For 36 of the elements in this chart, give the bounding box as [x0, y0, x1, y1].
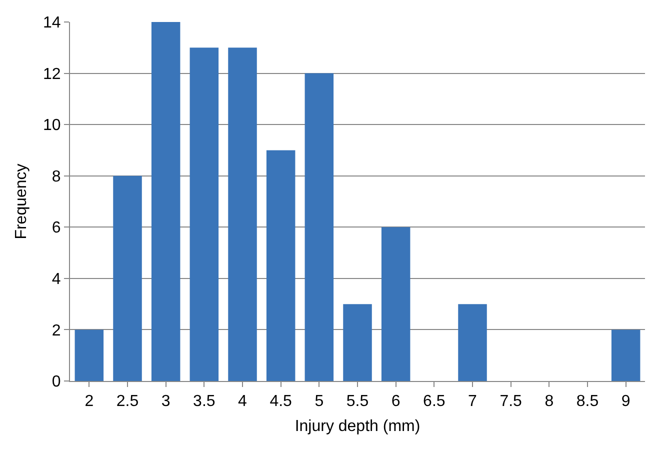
bar [266, 150, 296, 381]
y-tick-label: 12 [43, 66, 61, 83]
y-tick-label: 8 [52, 168, 61, 186]
bar [381, 227, 410, 381]
x-tick-label: 7 [468, 393, 478, 410]
y-tick-label: 4 [52, 271, 61, 288]
x-tick-label: 9 [621, 393, 630, 410]
x-tick-label: 4 [238, 393, 248, 410]
x-tick-label: 3.5 [193, 393, 216, 410]
y-tick-label: 10 [43, 117, 61, 134]
x-tick-label: 3 [161, 393, 170, 410]
bar [113, 176, 142, 381]
x-tick-label: 8 [544, 393, 554, 410]
bar [304, 73, 334, 381]
x-tick-label: 4.5 [270, 393, 292, 410]
y-axis-title: Frequency [12, 164, 30, 240]
y-tick-label: 6 [52, 220, 61, 237]
x-tick-label: 6 [391, 393, 400, 410]
bar [74, 330, 104, 381]
x-tick-label: 7.5 [500, 393, 522, 410]
bar [611, 330, 640, 381]
x-axis-title: Injury depth (mm) [294, 418, 420, 435]
x-tick-label: 6.5 [423, 393, 446, 410]
y-tick-label: 2 [52, 322, 61, 340]
bar [458, 304, 487, 381]
bar [190, 48, 219, 381]
y-tick-label: 0 [52, 374, 61, 391]
x-tick-label: 2.5 [116, 393, 139, 410]
bar [228, 48, 257, 381]
x-tick-label: 2 [84, 393, 94, 410]
x-tick-label: 5.5 [346, 393, 369, 410]
x-tick-label: 5 [314, 393, 324, 410]
x-tick-label: 8.5 [576, 393, 599, 410]
y-tick-label: 14 [43, 14, 61, 32]
bar [151, 22, 180, 381]
bar [343, 304, 372, 381]
